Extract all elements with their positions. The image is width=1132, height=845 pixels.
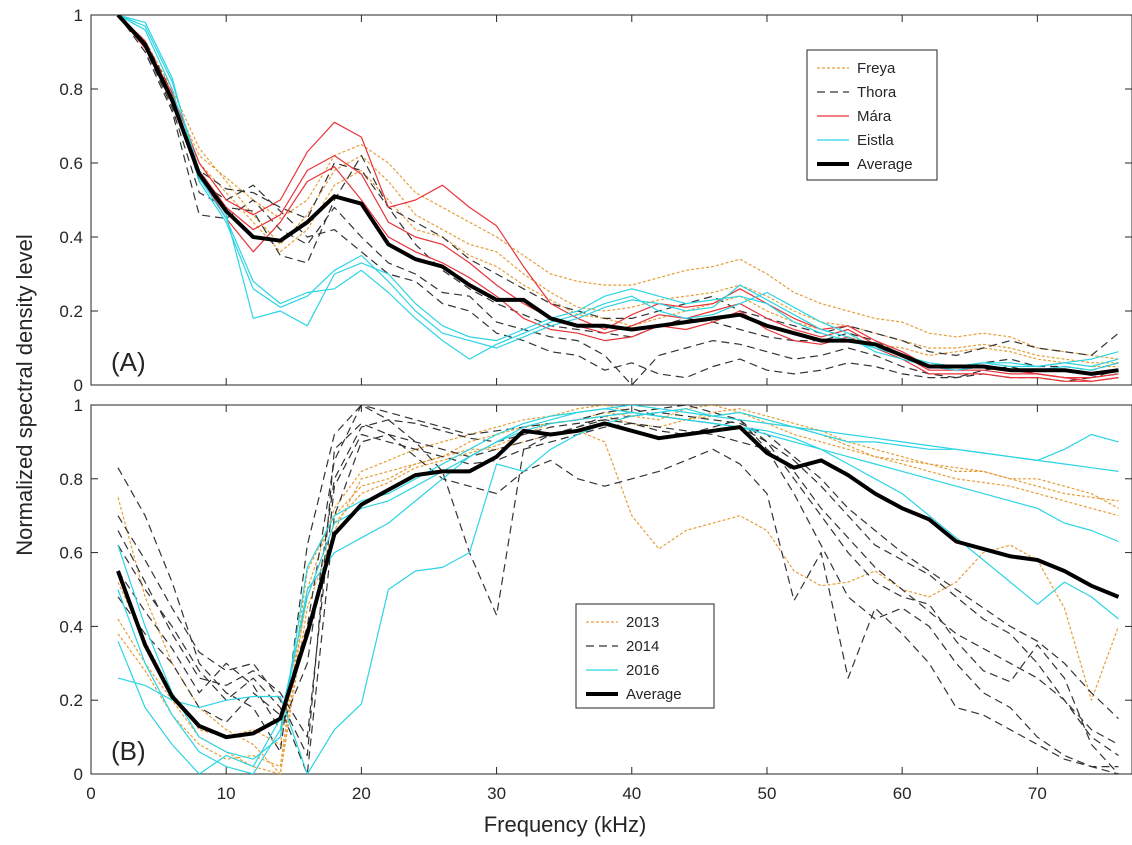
x-tick: 40 [622,784,641,803]
y-tick: 0.4 [59,228,83,247]
y-tick-label: 0.4 [59,228,83,247]
plot-frame [90,14,1132,386]
x-tick-label: 40 [622,784,641,803]
y-tick: 0.8 [59,470,83,489]
legend: 2013 2014 2016 Average [575,603,715,709]
x-tick: 50 [758,784,777,803]
legend-entry: Mára [857,108,892,125]
y-tick: 0.2 [59,691,83,710]
panel-label: (A) [111,347,146,377]
x-axis-title: Frequency (kHz) [484,812,647,837]
x-tick: 30 [487,784,506,803]
y-tick: 1 [74,6,83,25]
x-tick: 60 [893,784,912,803]
y-tick-label: 0.6 [59,544,83,563]
legend-entry: 2013 [626,614,659,631]
series-line-average [116,15,1119,376]
series-line-thora [117,15,1119,385]
y-tick-label: 0.2 [59,691,83,710]
plot-frame [90,404,1132,775]
series-line-2014 [117,411,1119,731]
y-tick: 0.8 [59,80,83,99]
legend-entry: Thora [857,84,897,101]
series-line-2014 [117,405,1119,756]
legend-box [575,603,715,709]
y-axis-title: Normalized spectral density level [12,234,37,556]
series-line-thora [117,15,1119,356]
y-tick: 0 [74,376,83,395]
legend: Freya Thora Mára Eistla Average [806,49,938,181]
x-tick-label: 30 [487,784,506,803]
legend-entry: Average [626,686,682,703]
y-tick: 0.4 [59,617,83,636]
x-tick-label: 60 [893,784,912,803]
panel-label: (B) [111,736,146,766]
x-tick-label: 0 [86,784,95,803]
y-tick-label: 0.8 [59,470,83,489]
legend-entry: Eistla [857,132,894,149]
series-lines [116,405,1120,774]
y-tick: 0.2 [59,302,83,321]
series-line-2013 [117,405,1119,774]
y-tick-label: 1 [74,396,83,415]
x-tick: 70 [1028,784,1047,803]
y-tick: 0.6 [59,544,83,563]
x-tick: 10 [217,784,236,803]
legend-entry: 2014 [626,638,659,655]
y-tick: 0 [74,765,83,784]
legend-box [806,49,938,181]
series-lines [116,15,1119,385]
y-tick-label: 0.4 [59,617,83,636]
x-tick-label: 10 [217,784,236,803]
series-line-2013 [117,411,1119,768]
y-tick-label: 0 [74,376,83,395]
y-tick-label: 0 [74,765,83,784]
series-line-freya [117,15,1119,368]
y-tick-label: 0.6 [59,154,83,173]
y-tick: 0.6 [59,154,83,173]
panel-b: 00.20.40.60.810 10 20 30 40 50 60 70(B)20132014… [59,396,1132,803]
y-tick-label: 0.8 [59,80,83,99]
y-tick-label: 1 [74,6,83,25]
x-tick-label: 70 [1028,784,1047,803]
x-tick-label: 20 [352,784,371,803]
y-tick: 1 [74,396,83,415]
series-line-eistla [117,15,1119,371]
legend-entry: Freya [857,60,896,77]
x-tick-label: 50 [758,784,777,803]
series-line-m-ra [117,15,1119,382]
legend-entry: Average [857,156,913,173]
panel-a: 0 0.2 0.4 0.6 0.8 1 (A) Freya Thora Mára Eistla Ave… [59,6,1132,395]
x-tick: 20 [352,784,371,803]
legend-entry: 2016 [626,662,659,679]
series-line-thora [117,15,1119,382]
series-line-average [116,421,1120,740]
y-tick-label: 0.2 [59,302,83,321]
x-tick: 0 [86,784,95,803]
